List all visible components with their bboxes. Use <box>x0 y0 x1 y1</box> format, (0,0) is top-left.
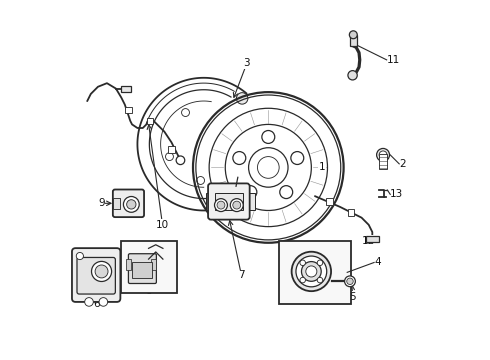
Circle shape <box>296 256 327 287</box>
Circle shape <box>92 261 112 282</box>
Text: 3: 3 <box>244 58 250 68</box>
Text: 6: 6 <box>93 299 99 309</box>
Bar <box>113 198 120 209</box>
Bar <box>205 193 212 211</box>
Bar <box>347 209 354 216</box>
Circle shape <box>300 277 305 283</box>
Bar <box>125 107 132 113</box>
Circle shape <box>262 131 275 143</box>
Circle shape <box>233 201 241 209</box>
FancyBboxPatch shape <box>128 254 156 283</box>
Circle shape <box>344 276 355 287</box>
Bar <box>326 198 333 205</box>
Circle shape <box>306 266 317 277</box>
FancyBboxPatch shape <box>77 257 115 294</box>
Circle shape <box>349 31 357 39</box>
FancyBboxPatch shape <box>113 189 144 217</box>
Text: 5: 5 <box>349 292 356 302</box>
Text: 13: 13 <box>390 189 403 199</box>
Circle shape <box>85 298 93 306</box>
Circle shape <box>233 152 246 165</box>
FancyBboxPatch shape <box>72 248 121 302</box>
Circle shape <box>244 186 257 199</box>
Circle shape <box>377 148 390 161</box>
Bar <box>122 241 177 293</box>
Circle shape <box>95 265 108 278</box>
Text: 7: 7 <box>238 270 245 280</box>
Bar <box>168 146 175 153</box>
Circle shape <box>215 199 227 212</box>
Bar <box>151 259 156 270</box>
Circle shape <box>99 298 108 306</box>
FancyBboxPatch shape <box>208 183 250 220</box>
Bar <box>350 35 357 45</box>
Text: 11: 11 <box>387 55 400 65</box>
Circle shape <box>166 153 173 161</box>
Text: 2: 2 <box>399 159 406 169</box>
Text: 10: 10 <box>156 220 169 230</box>
Text: 4: 4 <box>374 257 381 267</box>
Bar <box>215 193 243 210</box>
Circle shape <box>76 252 83 260</box>
Circle shape <box>301 262 321 281</box>
Circle shape <box>347 278 353 284</box>
Circle shape <box>300 260 305 266</box>
Bar <box>379 154 387 169</box>
Circle shape <box>176 156 185 165</box>
Circle shape <box>196 176 204 184</box>
Circle shape <box>292 252 331 291</box>
Bar <box>147 118 153 124</box>
Circle shape <box>126 200 136 209</box>
Text: 9: 9 <box>98 198 105 208</box>
Circle shape <box>348 71 357 80</box>
Circle shape <box>317 277 323 283</box>
Circle shape <box>291 152 304 165</box>
Circle shape <box>379 151 387 159</box>
Text: 8: 8 <box>145 286 151 296</box>
Circle shape <box>182 109 190 117</box>
Circle shape <box>317 260 323 266</box>
Circle shape <box>280 186 293 199</box>
Bar <box>279 241 351 304</box>
Circle shape <box>217 201 225 209</box>
Bar <box>248 193 255 211</box>
Text: 12: 12 <box>362 236 375 246</box>
Text: 1: 1 <box>319 162 325 172</box>
Circle shape <box>236 93 248 104</box>
Circle shape <box>123 197 139 212</box>
Bar <box>126 259 130 270</box>
Bar <box>132 262 152 279</box>
Bar <box>366 236 379 242</box>
Circle shape <box>230 199 243 212</box>
Bar <box>122 86 131 92</box>
Circle shape <box>228 190 239 202</box>
